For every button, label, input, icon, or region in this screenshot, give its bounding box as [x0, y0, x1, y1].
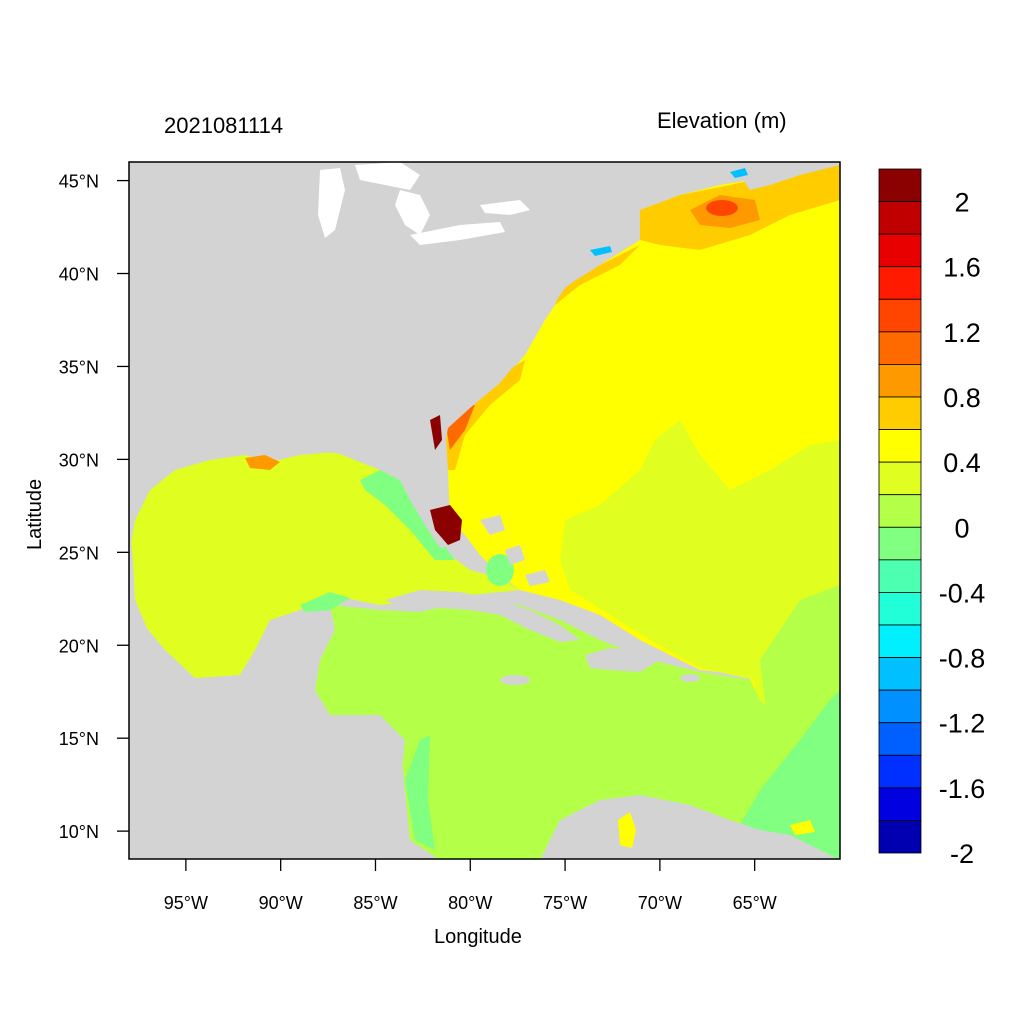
colorbar-swatch [878, 787, 922, 821]
x-tick-label: 65°W [733, 893, 777, 913]
colorbar-swatch [878, 754, 922, 789]
colorbar-swatch [878, 559, 922, 593]
colorbar-label: 0.4 [943, 448, 981, 478]
great-lakes [318, 162, 530, 245]
colorbar-swatch [878, 429, 922, 463]
coastal-surge-carolina [430, 415, 442, 450]
colorbar-label: -1.6 [939, 774, 986, 804]
colorbar-swatch [878, 820, 922, 854]
colorbar-swatch [878, 657, 922, 691]
ocean-maine-peak [706, 200, 738, 216]
ocean-midatlantic-high [555, 245, 640, 305]
y-tick-label: 30°N [59, 450, 99, 470]
ocean-yucatan [300, 592, 350, 612]
x-tick-label: 70°W [638, 893, 682, 913]
ocean-nicaragua-shelf [405, 735, 435, 850]
colorbar-swatch [878, 624, 922, 658]
y-tick-label: 25°N [59, 543, 99, 563]
variable-label: Elevation (m) [657, 108, 787, 133]
y-tick-label: 35°N [59, 357, 99, 377]
ocean-trinidad-yellow [790, 820, 815, 835]
x-tick-label: 95°W [164, 893, 208, 913]
colorbar-swatch [878, 689, 922, 724]
coastal-surge-louisiana [245, 455, 280, 470]
colorbar-swatch [878, 494, 922, 528]
y-axis: 45°N 40°N 35°N 30°N 25°N 20°N 15°N 10°N [59, 172, 129, 842]
y-tick-label: 10°N [59, 822, 99, 842]
colorbar-label: 2 [954, 188, 969, 218]
colorbar-swatch [878, 592, 922, 626]
x-tick-label: 90°W [259, 893, 303, 913]
x-tick-label: 75°W [543, 893, 587, 913]
colorbar-label: -1.2 [939, 709, 986, 739]
date-label: 2021081114 [164, 113, 284, 138]
colorbar-swatch [878, 722, 922, 756]
coastal-negative-nj [590, 246, 612, 256]
colorbar-swatch [878, 266, 922, 300]
ocean-gulf [130, 452, 520, 678]
ocean-florida-shelf [360, 470, 455, 560]
y-tick-label: 40°N [59, 265, 99, 285]
colorbar-swatch [878, 331, 922, 365]
colorbar-label: 0.8 [943, 383, 981, 413]
colorbar-label: -2 [950, 839, 974, 869]
y-tick-label: 45°N [59, 172, 99, 192]
colorbar: 2 1.6 1.2 0.8 0.4 0 -0.4 -0.8 -1.2 -1.6 -2 [878, 168, 986, 869]
coastal-negative-maine [730, 168, 748, 178]
colorbar-label: 1.6 [943, 253, 981, 283]
ocean-bahamas-zone [486, 554, 514, 586]
colorbar-label: -0.8 [939, 644, 986, 674]
ocean-antilles-zone [740, 690, 840, 859]
ocean-venezuela-yellow [618, 812, 636, 848]
colorbar-label: -0.4 [939, 578, 986, 608]
colorbar-swatch [878, 298, 922, 333]
colorbar-swatch [878, 201, 922, 235]
y-axis-title: Latitude [24, 478, 46, 550]
map-area [129, 162, 840, 859]
ocean-caribbean [315, 600, 840, 859]
ocean-se-coast-high [445, 360, 525, 470]
y-tick-label: 20°N [59, 636, 99, 656]
colorbar-swatch [878, 526, 922, 561]
colorbar-label: 1.2 [943, 318, 981, 348]
colorbar-swatch [878, 396, 922, 430]
colorbar-swatch [878, 461, 922, 496]
y-tick-label: 15°N [59, 729, 99, 749]
colorbar-swatch [878, 168, 922, 202]
x-tick-label: 85°W [353, 893, 397, 913]
plot-frame [128, 161, 841, 860]
colorbar-swatch [878, 364, 922, 398]
colorbar-label: 0 [954, 513, 969, 543]
coastal-surge-florida [430, 505, 462, 545]
colorbar-swatch [878, 233, 922, 268]
x-axis: 95°W 90°W 85°W 80°W 75°W 70°W 65°W [164, 859, 777, 913]
land-masses [129, 162, 840, 859]
x-axis-title: Longitude [434, 926, 522, 948]
x-tick-label: 80°W [448, 893, 492, 913]
